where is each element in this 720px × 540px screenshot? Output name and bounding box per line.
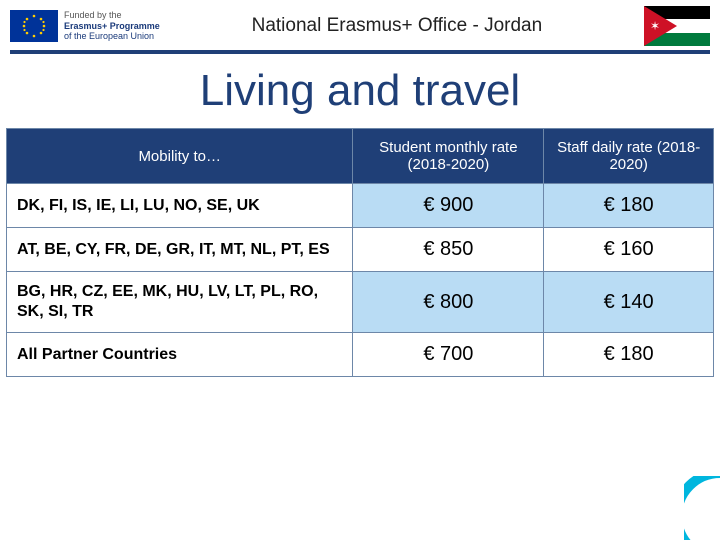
cell-staff-rate: € 140 [544, 272, 714, 333]
cell-destination: DK, FI, IS, IE, LI, LU, NO, SE, UK [7, 184, 353, 228]
col-mobility: Mobility to… [7, 129, 353, 184]
header-title: National Erasmus+ Office - Jordan [160, 15, 644, 37]
cell-destination: BG, HR, CZ, EE, MK, HU, LV, LT, PL, RO, … [7, 272, 353, 333]
eu-funding-text: Funded by the Erasmus+ Programme of the … [64, 10, 160, 41]
cell-student-rate: € 850 [353, 228, 544, 272]
corner-badge-icon [684, 476, 720, 540]
table-row: AT, BE, CY, FR, DE, GR, IT, MT, NL, PT, … [7, 228, 714, 272]
cell-student-rate: € 800 [353, 272, 544, 333]
col-staff-rate: Staff daily rate (2018-2020) [544, 129, 714, 184]
cell-staff-rate: € 180 [544, 184, 714, 228]
cell-student-rate: € 700 [353, 333, 544, 377]
jordan-flag-icon: ✶ [644, 6, 710, 46]
funding-line-2: Erasmus+ Programme [64, 21, 160, 31]
col-student-rate: Student monthly rate (2018-2020) [353, 129, 544, 184]
table-row: DK, FI, IS, IE, LI, LU, NO, SE, UK€ 900€… [7, 184, 714, 228]
header-rule [10, 50, 710, 54]
cell-staff-rate: € 160 [544, 228, 714, 272]
page-header: Funded by the Erasmus+ Programme of the … [0, 0, 720, 50]
eu-flag-icon [10, 10, 58, 42]
funding-line-3: of the European Union [64, 31, 160, 41]
table-row: BG, HR, CZ, EE, MK, HU, LV, LT, PL, RO, … [7, 272, 714, 333]
cell-staff-rate: € 180 [544, 333, 714, 377]
table-row: All Partner Countries€ 700€ 180 [7, 333, 714, 377]
rates-table-wrap: Mobility to… Student monthly rate (2018-… [0, 128, 720, 377]
cell-student-rate: € 900 [353, 184, 544, 228]
table-header-row: Mobility to… Student monthly rate (2018-… [7, 129, 714, 184]
funding-line-1: Funded by the [64, 10, 160, 20]
rates-table: Mobility to… Student monthly rate (2018-… [6, 128, 714, 377]
cell-destination: AT, BE, CY, FR, DE, GR, IT, MT, NL, PT, … [7, 228, 353, 272]
page-title: Living and travel [0, 66, 720, 116]
cell-destination: All Partner Countries [7, 333, 353, 377]
eu-funding-block: Funded by the Erasmus+ Programme of the … [10, 10, 160, 42]
